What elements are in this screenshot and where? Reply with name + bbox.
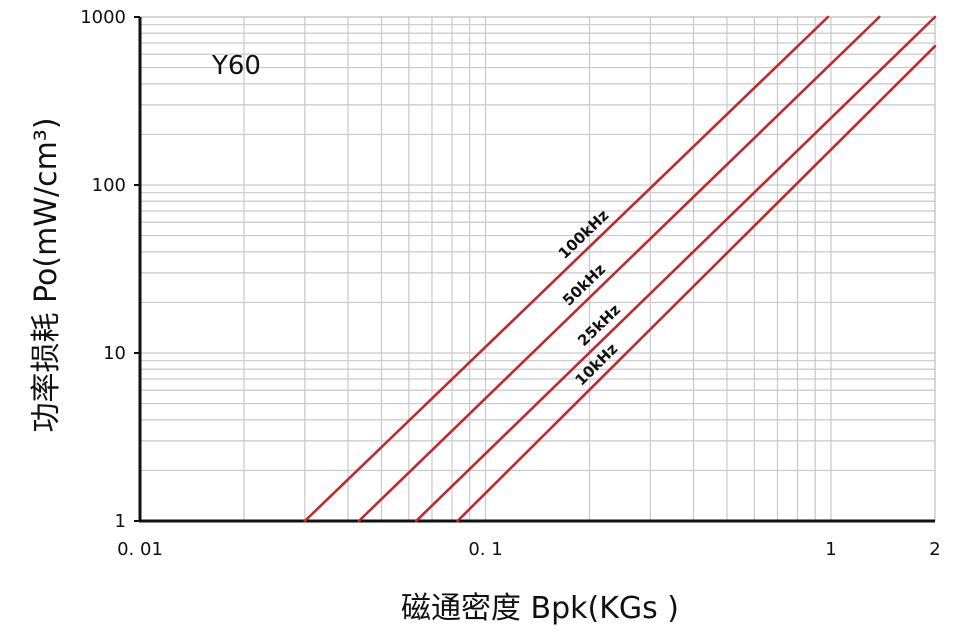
series-line-50khz bbox=[357, 15, 881, 523]
series-line-25khz bbox=[414, 15, 937, 523]
x-tick-label: 1 bbox=[825, 539, 836, 560]
axes bbox=[134, 16, 935, 523]
material-grade-label: Y60 bbox=[211, 51, 261, 81]
y-tick-label: 10 bbox=[103, 343, 126, 364]
y-tick-label: 1000 bbox=[80, 7, 126, 28]
x-axis-label: 磁通密度 Bpk(KGs ) bbox=[401, 591, 679, 626]
x-tick-label: 0. 1 bbox=[468, 539, 502, 560]
series-line-10khz bbox=[456, 44, 937, 523]
series-line-100khz bbox=[303, 15, 830, 523]
y-tick-label: 1 bbox=[115, 511, 126, 532]
grid bbox=[140, 16, 936, 521]
y-axis-label: 功率损耗 Po(mW/cm³) bbox=[29, 117, 64, 432]
y-tick-label: 100 bbox=[92, 175, 126, 196]
x-tick-label: 2 bbox=[929, 539, 940, 560]
series-lines bbox=[303, 15, 937, 523]
x-tick-label: 0. 01 bbox=[117, 539, 163, 560]
